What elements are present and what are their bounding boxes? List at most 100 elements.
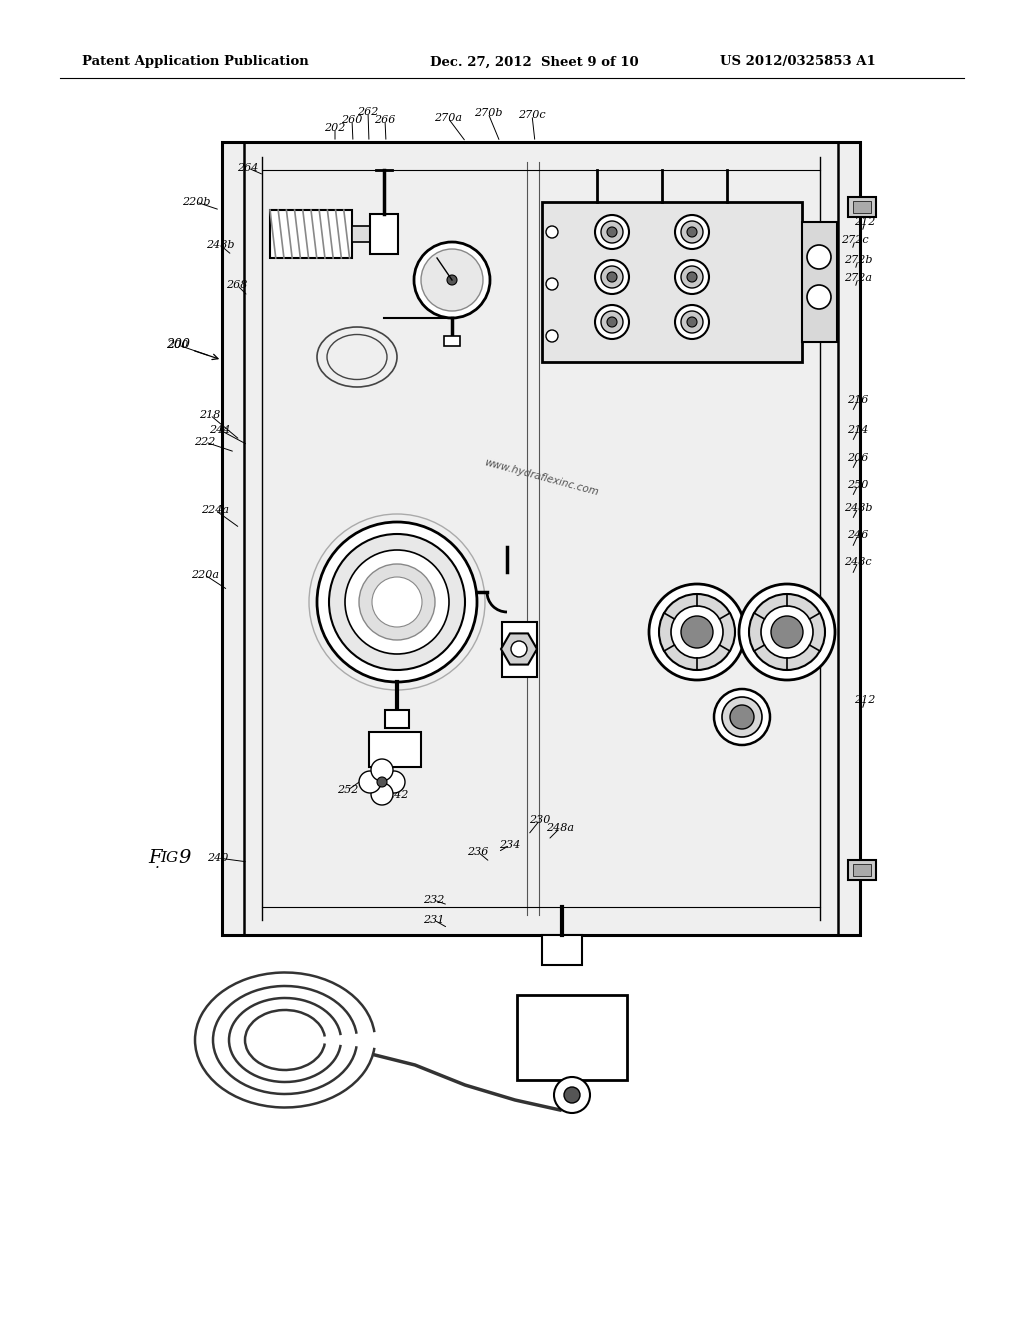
Circle shape <box>681 616 713 648</box>
Circle shape <box>511 642 527 657</box>
Text: 212: 212 <box>854 216 876 227</box>
Circle shape <box>414 242 490 318</box>
Text: 231: 231 <box>423 915 444 925</box>
Text: 230: 230 <box>529 814 551 825</box>
Circle shape <box>730 705 754 729</box>
Circle shape <box>329 535 465 671</box>
Bar <box>517 995 627 1080</box>
Text: 266: 266 <box>375 115 395 125</box>
Circle shape <box>649 583 745 680</box>
Circle shape <box>681 267 703 288</box>
Circle shape <box>546 279 558 290</box>
Circle shape <box>595 215 629 249</box>
Circle shape <box>607 272 617 282</box>
Bar <box>222 143 860 935</box>
Bar <box>385 710 409 729</box>
Circle shape <box>447 275 457 285</box>
Circle shape <box>377 777 387 787</box>
Text: US 2012/0325853 A1: US 2012/0325853 A1 <box>720 55 876 69</box>
Text: 248b: 248b <box>206 240 234 249</box>
Circle shape <box>546 226 558 238</box>
Text: 220b: 220b <box>181 197 210 207</box>
Circle shape <box>687 317 697 327</box>
Text: 246: 246 <box>847 531 868 540</box>
Text: Patent Application Publication: Patent Application Publication <box>82 55 309 69</box>
Circle shape <box>601 312 623 333</box>
Circle shape <box>554 1077 590 1113</box>
Text: 260: 260 <box>341 115 362 125</box>
Text: 224a: 224a <box>201 506 229 515</box>
Circle shape <box>675 260 709 294</box>
Bar <box>802 222 837 342</box>
Text: 240: 240 <box>207 853 228 863</box>
Circle shape <box>383 771 406 793</box>
Circle shape <box>371 783 393 805</box>
Bar <box>444 337 460 346</box>
Text: 220a: 220a <box>191 570 219 579</box>
Circle shape <box>371 759 393 781</box>
Bar <box>369 733 421 767</box>
Text: 272c: 272c <box>841 235 868 246</box>
Bar <box>848 197 876 216</box>
Text: IG: IG <box>160 851 178 865</box>
Text: 236: 236 <box>467 847 488 857</box>
Text: 200: 200 <box>167 341 188 350</box>
Circle shape <box>687 227 697 238</box>
Text: 234: 234 <box>500 840 520 850</box>
Circle shape <box>807 285 831 309</box>
Circle shape <box>546 330 558 342</box>
Circle shape <box>421 249 483 312</box>
Bar <box>853 865 871 876</box>
Circle shape <box>607 317 617 327</box>
Circle shape <box>681 220 703 243</box>
Bar <box>370 214 398 253</box>
Text: 202: 202 <box>325 123 346 133</box>
Circle shape <box>807 246 831 269</box>
Text: 248c: 248c <box>844 557 871 568</box>
Text: 270a: 270a <box>434 114 462 123</box>
Circle shape <box>681 312 703 333</box>
Circle shape <box>317 521 477 682</box>
Bar <box>542 935 582 965</box>
Text: 272a: 272a <box>844 273 872 282</box>
Circle shape <box>714 689 770 744</box>
Text: 248a: 248a <box>546 822 574 833</box>
Text: 264: 264 <box>238 162 259 173</box>
Circle shape <box>722 697 762 737</box>
Circle shape <box>359 771 381 793</box>
Text: 270c: 270c <box>518 110 546 120</box>
Text: 218: 218 <box>200 411 221 420</box>
Circle shape <box>687 272 697 282</box>
Circle shape <box>671 606 723 657</box>
Bar <box>352 226 370 242</box>
Circle shape <box>675 305 709 339</box>
Text: 270b: 270b <box>474 108 502 117</box>
Text: 216: 216 <box>847 395 868 405</box>
Circle shape <box>601 220 623 243</box>
Text: 206: 206 <box>847 453 868 463</box>
Circle shape <box>739 583 835 680</box>
Text: 262: 262 <box>357 107 379 117</box>
Circle shape <box>564 1086 580 1104</box>
Text: Dec. 27, 2012  Sheet 9 of 10: Dec. 27, 2012 Sheet 9 of 10 <box>430 55 639 69</box>
Text: 252: 252 <box>337 785 358 795</box>
Bar <box>270 210 352 257</box>
Text: www.hydraflexinc.com: www.hydraflexinc.com <box>482 457 599 498</box>
Bar <box>853 201 871 213</box>
Circle shape <box>595 305 629 339</box>
Polygon shape <box>501 634 537 664</box>
Text: 232: 232 <box>423 895 444 906</box>
Circle shape <box>749 594 825 671</box>
Text: .: . <box>155 857 160 871</box>
Bar <box>542 202 802 362</box>
Bar <box>848 861 876 880</box>
Text: 268: 268 <box>226 280 248 290</box>
Text: F: F <box>148 849 162 867</box>
Circle shape <box>659 594 735 671</box>
Circle shape <box>607 227 617 238</box>
Circle shape <box>345 550 449 653</box>
Text: 272b: 272b <box>844 255 872 265</box>
Text: 222: 222 <box>195 437 216 447</box>
Circle shape <box>675 215 709 249</box>
Circle shape <box>372 577 422 627</box>
